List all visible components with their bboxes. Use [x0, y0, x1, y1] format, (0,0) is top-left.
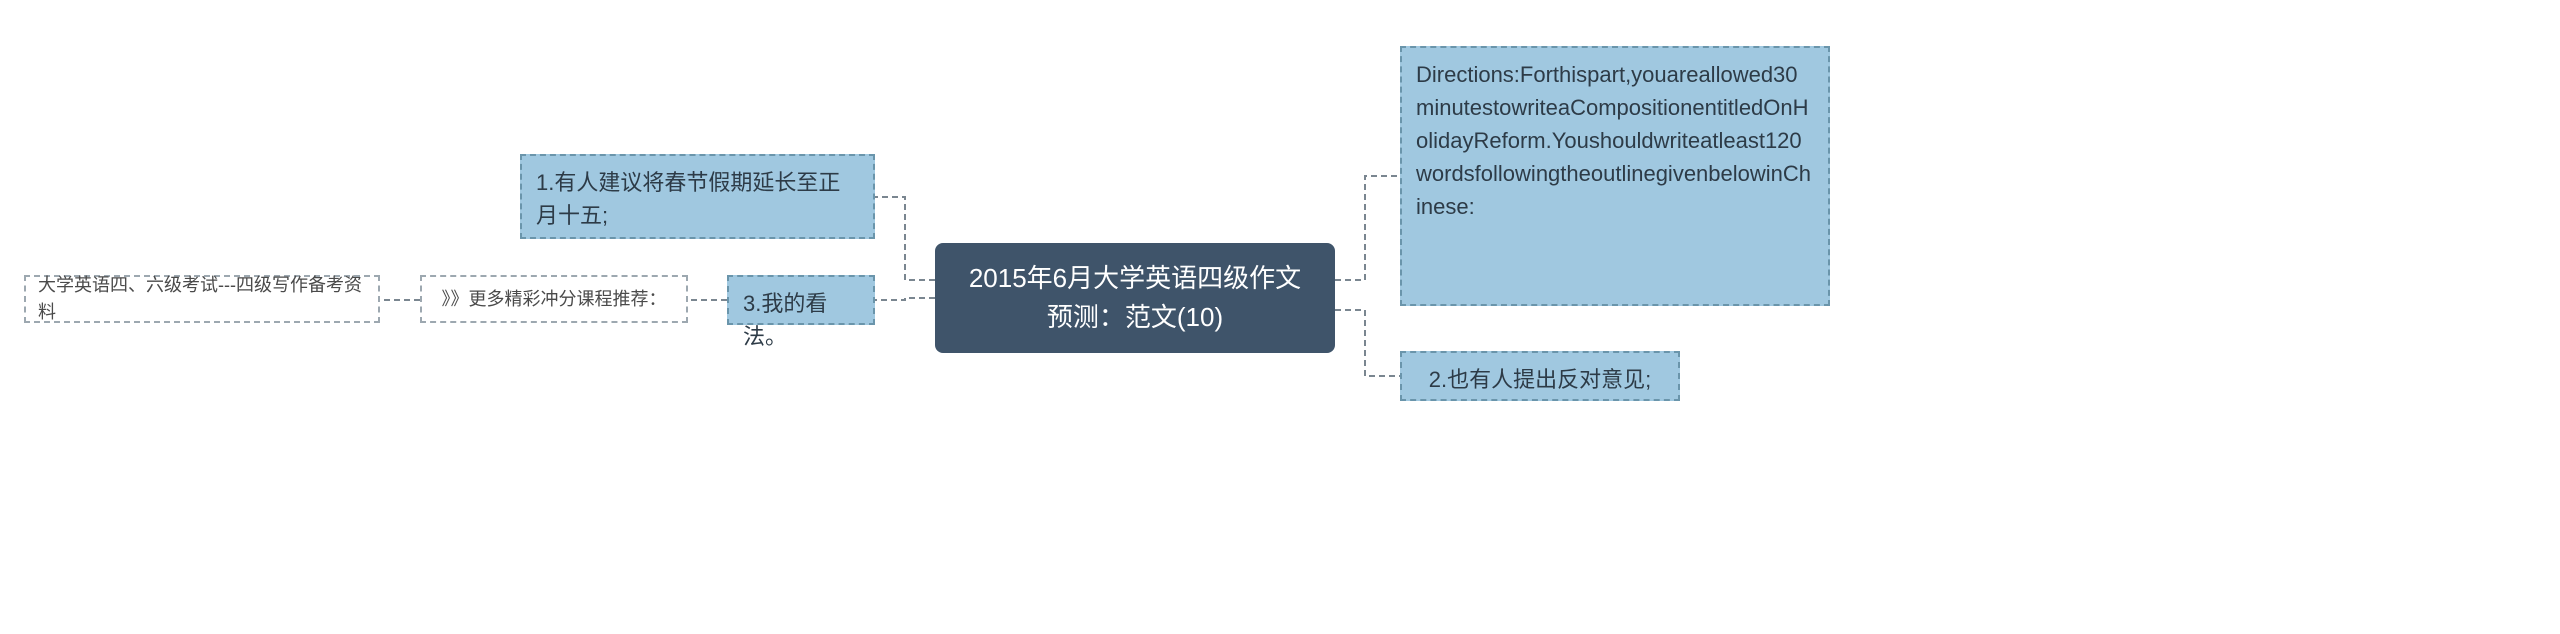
- root-text: 2015年6月大学英语四级作文预测：范文(10): [957, 259, 1313, 337]
- node-directions-text: Directions:Forthispart,youareallowed30mi…: [1416, 58, 1814, 223]
- node-point1-text: 1.有人建议将春节假期延长至正月十五;: [536, 166, 859, 232]
- node-point3: 3.我的看法。: [727, 275, 875, 325]
- node-directions: Directions:Forthispart,youareallowed30mi…: [1400, 46, 1830, 306]
- node-material: 大学英语四、六级考试---四级写作备考资料: [24, 275, 380, 323]
- node-material-text: 大学英语四、六级考试---四级写作备考资料: [38, 272, 366, 326]
- mindmap-root: 2015年6月大学英语四级作文预测：范文(10): [935, 243, 1335, 353]
- node-point1: 1.有人建议将春节假期延长至正月十五;: [520, 154, 875, 239]
- node-point2-text: 2.也有人提出反对意见;: [1429, 363, 1651, 396]
- node-point2: 2.也有人提出反对意见;: [1400, 351, 1680, 401]
- node-point3-text: 3.我的看法。: [743, 287, 859, 353]
- node-courses: 》》更多精彩冲分课程推荐：: [420, 275, 688, 323]
- node-courses-text: 》》更多精彩冲分课程推荐：: [442, 286, 667, 313]
